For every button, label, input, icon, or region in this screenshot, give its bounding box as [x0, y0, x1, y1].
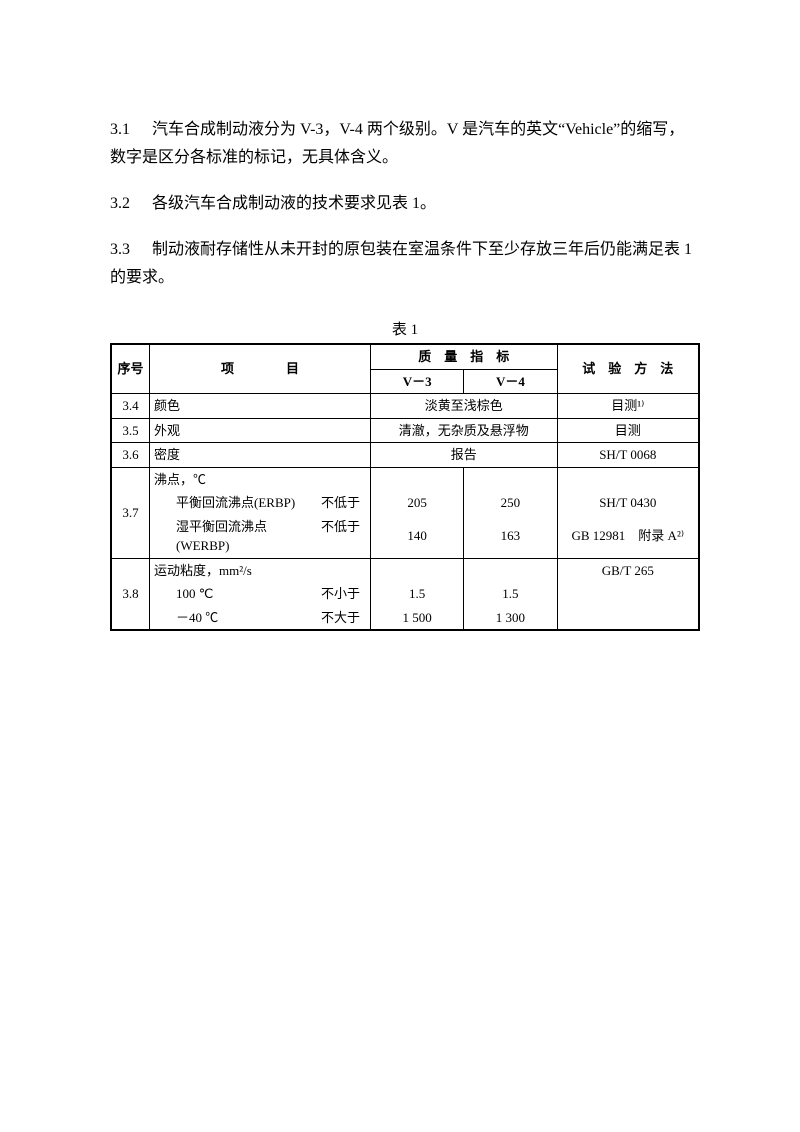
cell-item-header: 运动粘度，mm²/s: [150, 558, 371, 582]
sec-num: 3.2: [110, 190, 152, 218]
cell-item: 100 ℃ 不小于: [150, 582, 371, 606]
cell-method: [557, 582, 699, 606]
cell-num: 3.4: [111, 394, 150, 419]
paragraph-3-3: 3.3制动液耐存储性从未开封的原包装在室温条件下至少存放三年后仍能满足表 1 的…: [110, 236, 700, 292]
table-row: －40 ℃ 不大于 1 500 1 300: [111, 606, 699, 631]
sub-label: 平衡回流沸点(ERBP): [176, 493, 310, 513]
cell-value: 1 500: [371, 606, 464, 631]
paragraph-3-1: 3.1汽车合成制动液分为 V-3，V-4 两个级别。V 是汽车的英文“Vehic…: [110, 116, 700, 172]
cell-value: [464, 467, 557, 491]
cell-value: 140: [371, 515, 464, 559]
sub-label: －40 ℃: [176, 608, 310, 628]
cell-item: 外观: [150, 418, 371, 443]
cell-value: 报告: [371, 443, 558, 468]
cell-item: 颜色: [150, 394, 371, 419]
table-row: 平衡回流沸点(ERBP) 不低于 205 250 SH/T 0430: [111, 491, 699, 515]
cell-value: 1 300: [464, 606, 557, 631]
cell-value: 205: [371, 491, 464, 515]
table-row: 3.6 密度 报告 SH/T 0068: [111, 443, 699, 468]
cell-num: 3.6: [111, 443, 150, 468]
col-quality: 质 量 指 标: [371, 344, 558, 369]
sub-cond: 不大于: [310, 608, 366, 628]
table-row: 3.5 外观 清澈，无杂质及悬浮物 目测: [111, 418, 699, 443]
cell-value: [464, 558, 557, 582]
sub-label: 湿平衡回流沸点(WERBP): [176, 517, 310, 556]
table-row: 湿平衡回流沸点(WERBP) 不低于 140 163 GB 12981 附录 A…: [111, 515, 699, 559]
spec-table: 序号 项 目 质 量 指 标 试 验 方 法 V－3 V－4 3.4 颜色 淡黄…: [110, 343, 700, 631]
cell-method: [557, 606, 699, 631]
sec-num: 3.3: [110, 236, 152, 264]
cell-value: [371, 558, 464, 582]
cell-num: 3.8: [111, 558, 150, 630]
table-header-row: 序号 项 目 质 量 指 标 试 验 方 法: [111, 344, 699, 369]
cell-value: 250: [464, 491, 557, 515]
col-item: 项 目: [150, 344, 371, 394]
sub-cond: 不小于: [310, 584, 366, 604]
sub-cond: 不低于: [310, 493, 366, 513]
col-method: 试 验 方 法: [557, 344, 699, 394]
para-text: 制动液耐存储性从未开封的原包装在室温条件下至少存放三年后仍能满足表 1 的要求。: [110, 241, 692, 286]
table-row: 100 ℃ 不小于 1.5 1.5: [111, 582, 699, 606]
cell-value: 1.5: [371, 582, 464, 606]
paragraph-3-2: 3.2各级汽车合成制动液的技术要求见表 1。: [110, 190, 700, 218]
table-row: 3.4 颜色 淡黄至浅棕色 目测¹⁾: [111, 394, 699, 419]
para-text: 汽车合成制动液分为 V-3，V-4 两个级别。V 是汽车的英文“Vehicle”…: [110, 121, 684, 166]
cell-method: 目测: [557, 418, 699, 443]
col-v3: V－3: [371, 369, 464, 394]
cell-item: 平衡回流沸点(ERBP) 不低于: [150, 491, 371, 515]
cell-num: 3.5: [111, 418, 150, 443]
sec-num: 3.1: [110, 116, 152, 144]
cell-method: SH/T 0068: [557, 443, 699, 468]
cell-item: －40 ℃ 不大于: [150, 606, 371, 631]
sub-cond: 不低于: [310, 517, 366, 556]
cell-value: 清澈，无杂质及悬浮物: [371, 418, 558, 443]
table-row: 3.8 运动粘度，mm²/s GB/T 265: [111, 558, 699, 582]
cell-value: 淡黄至浅棕色: [371, 394, 558, 419]
cell-value: 1.5: [464, 582, 557, 606]
cell-method: [557, 467, 699, 491]
cell-value: 163: [464, 515, 557, 559]
cell-item: 湿平衡回流沸点(WERBP) 不低于: [150, 515, 371, 559]
cell-method: GB 12981 附录 A²⁾: [557, 515, 699, 559]
table-row: 3.7 沸点，℃: [111, 467, 699, 491]
cell-method: GB/T 265: [557, 558, 699, 582]
col-seq: 序号: [111, 344, 150, 394]
cell-item: 密度: [150, 443, 371, 468]
cell-value: [371, 467, 464, 491]
para-text: 各级汽车合成制动液的技术要求见表 1。: [152, 195, 436, 212]
cell-method: SH/T 0430: [557, 491, 699, 515]
cell-method: 目测¹⁾: [557, 394, 699, 419]
sub-label: 100 ℃: [176, 584, 310, 604]
cell-item-header: 沸点，℃: [150, 467, 371, 491]
cell-num: 3.7: [111, 467, 150, 558]
table-caption: 表 1: [110, 318, 700, 339]
col-v4: V－4: [464, 369, 557, 394]
